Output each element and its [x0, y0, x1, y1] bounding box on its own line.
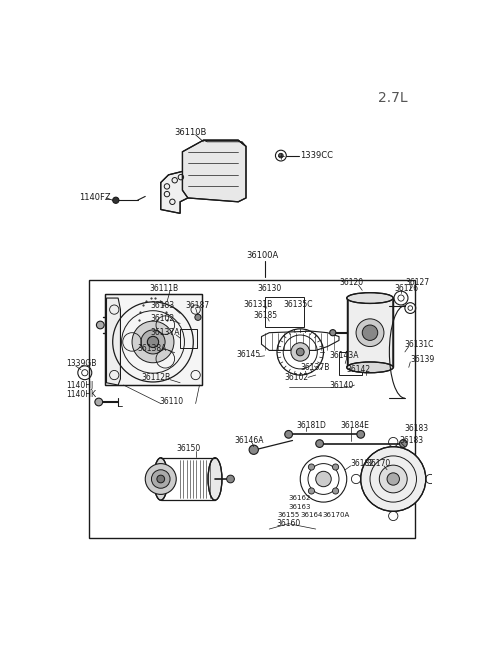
Text: 36112B: 36112B — [142, 373, 170, 382]
Circle shape — [308, 488, 314, 494]
Circle shape — [399, 440, 407, 447]
Text: 36162: 36162 — [288, 495, 311, 501]
Text: 36183: 36183 — [399, 436, 423, 445]
Text: 36138A: 36138A — [137, 344, 167, 352]
Circle shape — [356, 319, 384, 346]
Text: 1339GB: 1339GB — [66, 359, 96, 368]
Text: 1339CC: 1339CC — [300, 151, 333, 160]
Circle shape — [152, 470, 170, 488]
Circle shape — [113, 197, 119, 203]
Text: 36131C: 36131C — [405, 340, 434, 348]
Circle shape — [360, 447, 426, 512]
Text: 36102: 36102 — [151, 314, 175, 324]
Circle shape — [333, 464, 339, 470]
Text: 36130: 36130 — [258, 284, 282, 293]
Text: 36187: 36187 — [186, 301, 210, 310]
Bar — [347, 298, 393, 367]
Circle shape — [316, 472, 331, 487]
Text: 2.7L: 2.7L — [378, 91, 408, 105]
Text: 36183: 36183 — [405, 424, 429, 434]
Text: 36170: 36170 — [367, 459, 391, 468]
Circle shape — [227, 475, 234, 483]
Text: 36183: 36183 — [151, 301, 175, 310]
Circle shape — [333, 488, 339, 494]
Circle shape — [132, 321, 174, 363]
Circle shape — [157, 475, 165, 483]
Text: 36181D: 36181D — [296, 421, 326, 430]
Text: 1140HK: 1140HK — [66, 390, 96, 399]
Bar — [105, 294, 202, 385]
Circle shape — [147, 336, 159, 348]
Text: 36145: 36145 — [237, 350, 261, 359]
Circle shape — [379, 465, 407, 493]
Text: 36139: 36139 — [410, 355, 434, 364]
Text: 36143A: 36143A — [330, 351, 359, 360]
Text: 36142: 36142 — [347, 365, 371, 374]
Circle shape — [249, 445, 258, 455]
Text: 36120: 36120 — [339, 278, 363, 287]
Circle shape — [362, 325, 378, 341]
Polygon shape — [107, 298, 120, 385]
Circle shape — [278, 153, 283, 158]
Text: 36126: 36126 — [395, 284, 419, 293]
Text: 36146A: 36146A — [234, 436, 264, 445]
Ellipse shape — [154, 458, 168, 500]
Circle shape — [308, 464, 314, 470]
Text: 36140: 36140 — [330, 381, 354, 390]
Text: 36131B: 36131B — [244, 300, 273, 309]
Text: 36164: 36164 — [300, 512, 323, 518]
Polygon shape — [182, 140, 246, 202]
Text: 36170A: 36170A — [322, 512, 349, 518]
Polygon shape — [161, 171, 188, 214]
Ellipse shape — [208, 458, 222, 500]
Circle shape — [357, 430, 365, 438]
Text: 36155: 36155 — [277, 512, 299, 518]
Circle shape — [95, 398, 103, 406]
Bar — [180, 329, 197, 348]
Text: 36184E: 36184E — [340, 421, 370, 430]
Circle shape — [195, 314, 201, 320]
Text: 36163: 36163 — [288, 504, 311, 510]
Text: 36137B: 36137B — [300, 363, 330, 372]
Text: 36150: 36150 — [176, 443, 201, 453]
Circle shape — [291, 343, 310, 361]
Ellipse shape — [347, 293, 393, 303]
Circle shape — [145, 464, 176, 495]
Text: 36185: 36185 — [254, 311, 278, 320]
Text: 36127: 36127 — [406, 278, 430, 287]
Text: 36182: 36182 — [350, 459, 374, 468]
Bar — [347, 298, 393, 367]
Text: 36135C: 36135C — [283, 300, 312, 309]
Text: 36111B: 36111B — [149, 284, 178, 293]
Bar — [265, 297, 304, 328]
Ellipse shape — [347, 362, 393, 373]
Text: 36100A: 36100A — [246, 252, 278, 260]
Circle shape — [296, 348, 304, 356]
Circle shape — [330, 329, 336, 336]
Bar — [339, 352, 362, 375]
Text: 36137A: 36137A — [151, 328, 180, 337]
Bar — [89, 280, 415, 538]
Text: 36102: 36102 — [285, 373, 309, 382]
Text: 36160: 36160 — [276, 519, 301, 528]
Text: 1140HJ: 1140HJ — [66, 381, 94, 390]
Text: 1140FZ: 1140FZ — [79, 193, 111, 202]
Circle shape — [141, 330, 165, 354]
Bar — [105, 294, 202, 385]
Text: 36110: 36110 — [159, 398, 183, 407]
Circle shape — [387, 473, 399, 485]
Circle shape — [403, 454, 407, 458]
Circle shape — [96, 321, 104, 329]
Circle shape — [316, 440, 324, 447]
Text: 36110B: 36110B — [175, 128, 207, 137]
Circle shape — [285, 430, 292, 438]
